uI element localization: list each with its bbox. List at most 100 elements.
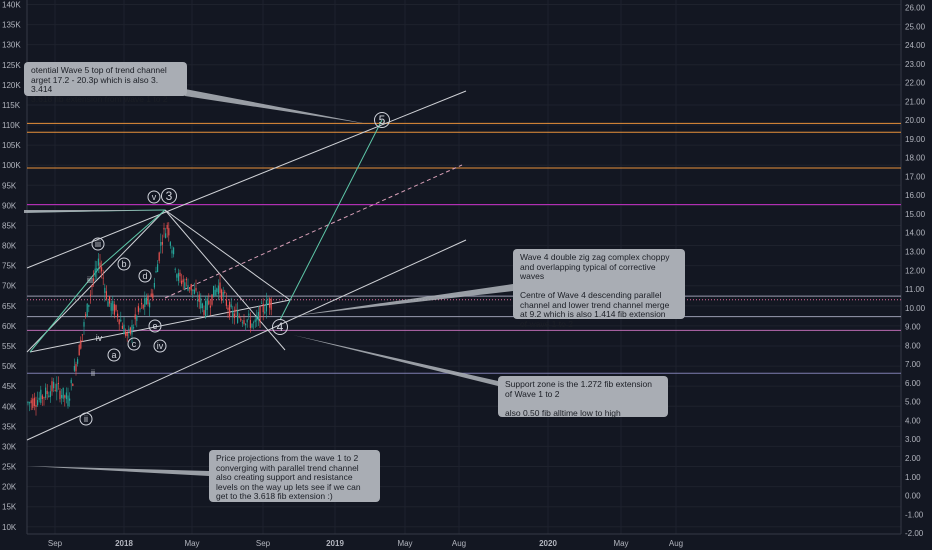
right-tick-label: 25.00 — [905, 22, 926, 31]
candle-body — [187, 285, 189, 291]
candle-body — [109, 296, 111, 304]
candle-body — [72, 383, 74, 386]
candle-body — [198, 294, 200, 302]
candle-body — [89, 294, 91, 296]
candle-body — [214, 289, 216, 296]
candle-body — [190, 284, 192, 291]
candle-body — [245, 323, 247, 326]
x-tick-label: May — [184, 539, 199, 548]
candle-body — [75, 364, 77, 372]
right-tick-label: 1.00 — [905, 473, 921, 482]
x-tick-label: 2020 — [539, 539, 557, 548]
annotation-pointer — [27, 466, 209, 476]
candle-body — [232, 310, 234, 317]
candle-body — [134, 314, 136, 320]
right-tick-label: 22.00 — [905, 79, 926, 88]
grid — [27, 0, 901, 534]
candle-body — [217, 285, 219, 295]
right-tick-label: 9.00 — [905, 323, 921, 332]
wave-label-text: iii — [87, 275, 93, 285]
candle-body — [97, 258, 99, 266]
candle-body — [158, 252, 160, 261]
midline-dashed — [164, 164, 463, 299]
candle-body — [77, 359, 79, 364]
candle-body — [150, 293, 152, 297]
x-tick-label: Aug — [452, 539, 466, 548]
candle-body — [185, 278, 187, 281]
left-tick-label: 50K — [2, 362, 17, 371]
wave-label-text: ii — [84, 414, 88, 424]
candle-body — [181, 280, 183, 285]
candle-body — [235, 309, 237, 312]
candle-body — [107, 301, 109, 307]
candle-body — [104, 287, 106, 293]
candle-body — [240, 318, 242, 321]
wave-label-text: c — [132, 339, 137, 349]
annotation-wave5[interactable]: otential Wave 5 top of trend channel arg… — [24, 62, 187, 103]
candle-body — [32, 398, 34, 408]
wave-label-text: 5 — [379, 113, 386, 127]
left-tick-label: 75K — [2, 262, 17, 271]
candle-body — [117, 313, 119, 318]
left-tick-label: 35K — [2, 422, 17, 431]
candle-body — [115, 305, 117, 311]
right-tick-label: 19.00 — [905, 135, 926, 144]
candle-body — [59, 390, 61, 400]
annotation-support[interactable]: Support zone is the 1.272 fib extension … — [498, 376, 668, 417]
right-tick-label: 6.00 — [905, 379, 921, 388]
wave-label-text: b — [121, 259, 126, 269]
candle-body — [139, 308, 141, 310]
candle-body — [197, 299, 199, 302]
candle-body — [70, 379, 72, 384]
candle-body — [78, 344, 80, 356]
wave-label: iii — [87, 275, 93, 285]
left-tick-label: 110K — [2, 121, 21, 130]
wave-label: b — [117, 257, 131, 271]
wave-label-text: e — [152, 321, 157, 331]
candle-body — [241, 322, 243, 324]
candle-body — [137, 306, 139, 312]
annotation-pointer — [24, 210, 165, 213]
candle-body — [112, 301, 114, 311]
wave-label-text: iv — [157, 341, 164, 351]
right-tick-label: 4.00 — [905, 416, 921, 425]
candle-body — [219, 282, 221, 293]
candle-body — [208, 300, 210, 305]
wave-label-circle — [272, 319, 288, 335]
annotation-wave4[interactable]: Wave 4 double zig zag complex choppy and… — [513, 249, 685, 328]
wave-label-text: iii — [95, 239, 101, 249]
candle-body — [30, 400, 32, 404]
candle-body — [251, 323, 253, 328]
left-tick-label: 45K — [2, 382, 17, 391]
candle-body — [37, 400, 39, 406]
candle-body — [80, 339, 82, 349]
candle-body — [81, 334, 83, 336]
candle-body — [45, 387, 47, 398]
candle-body — [141, 302, 143, 305]
candle-body — [182, 279, 184, 283]
candle-body — [168, 228, 170, 236]
right-tick-label: 15.00 — [905, 210, 926, 219]
wave-label-text: ii — [91, 368, 95, 378]
trend-line — [29, 266, 101, 353]
wave-label-circle — [374, 112, 390, 128]
candle-body — [41, 395, 43, 400]
candle-body — [165, 233, 167, 239]
candle-body — [126, 332, 128, 337]
candle-body — [46, 390, 48, 395]
left-tick-label: 85K — [2, 221, 17, 230]
candle-body — [86, 303, 88, 317]
candle-body — [62, 387, 64, 399]
candle-body — [254, 319, 256, 323]
left-tick-label: 115K — [2, 101, 21, 110]
candle-body — [40, 389, 42, 403]
right-tick-label: -1.00 — [905, 510, 924, 519]
candle-body — [133, 327, 135, 329]
trend-line — [26, 239, 467, 441]
right-tick-label: 13.00 — [905, 248, 926, 257]
left-tick-label: 20K — [2, 483, 17, 492]
annotation-projection[interactable]: Price projections from the wave 1 to 2 c… — [209, 450, 380, 502]
wave-label-circle — [147, 190, 161, 204]
wave-label-circle — [148, 319, 162, 333]
